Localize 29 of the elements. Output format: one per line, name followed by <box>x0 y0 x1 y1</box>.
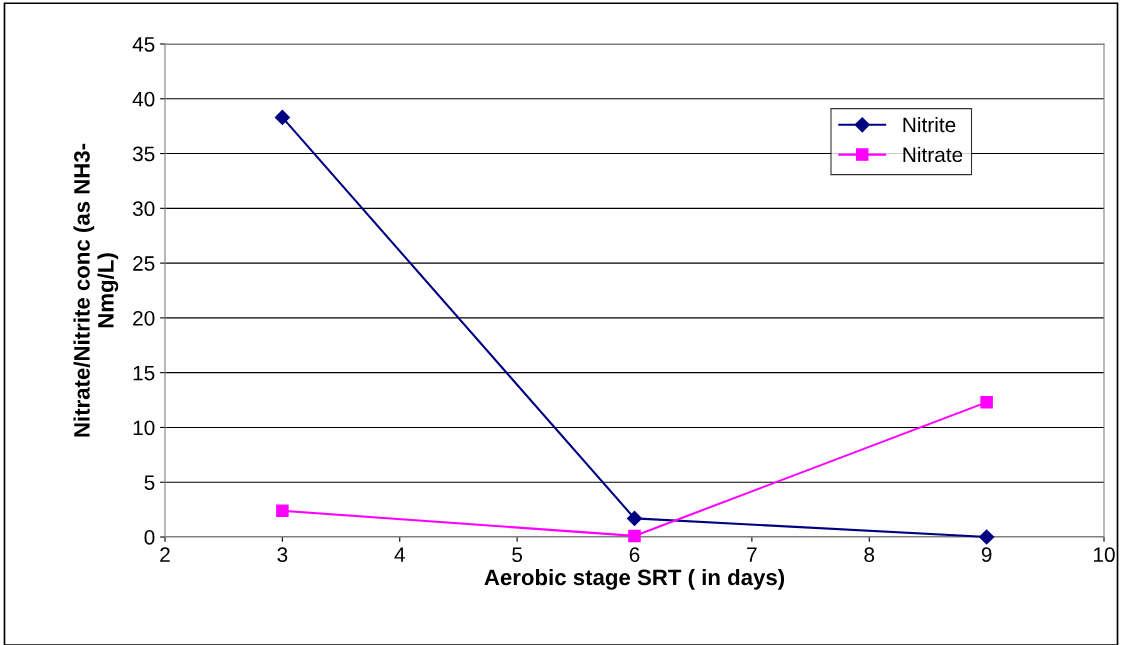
y-tick-label: 45 <box>132 37 155 52</box>
y-tick-label: 25 <box>133 256 155 271</box>
point <box>626 510 643 526</box>
x-tick-label: 7 <box>747 547 757 562</box>
x-tick-label: 6 <box>629 547 640 563</box>
x-axis-title: Aerobic stage SRT ( in days) <box>484 568 785 590</box>
y-tick-label: 40 <box>132 91 155 107</box>
x-tick-label: 9 <box>981 547 992 563</box>
point <box>276 504 289 517</box>
legend-label: Nitrate <box>903 146 963 163</box>
y-tick-label: 30 <box>132 201 155 217</box>
x-tick-label: 8 <box>864 547 875 563</box>
legend-label: Nitrite <box>903 116 956 133</box>
x-tick-label: 4 <box>394 547 405 562</box>
point <box>628 529 641 543</box>
y-axis-title: Nitrate/Nitrite conc (as NH3- Nmg/L) <box>73 143 119 437</box>
y-tick-label: 15 <box>133 365 155 381</box>
x-tick-label: 2 <box>160 547 170 562</box>
point <box>274 109 290 125</box>
point <box>980 395 993 409</box>
point <box>979 529 995 545</box>
x-tick-label: 3 <box>277 547 288 563</box>
y-tick-label: 20 <box>133 310 155 326</box>
y-tick-label: 0 <box>144 530 155 545</box>
y-tick-label: 5 <box>144 475 155 490</box>
x-tick-label: 10 <box>1094 547 1115 563</box>
y-tick-label: 35 <box>132 146 155 162</box>
y-tick-label: 10 <box>133 420 155 436</box>
x-tick-label: 5 <box>512 547 523 563</box>
